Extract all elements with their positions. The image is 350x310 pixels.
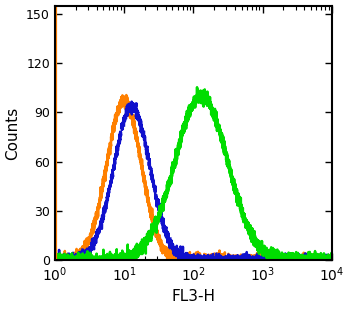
Y-axis label: Counts: Counts [6, 106, 21, 160]
X-axis label: FL3-H: FL3-H [171, 290, 215, 304]
